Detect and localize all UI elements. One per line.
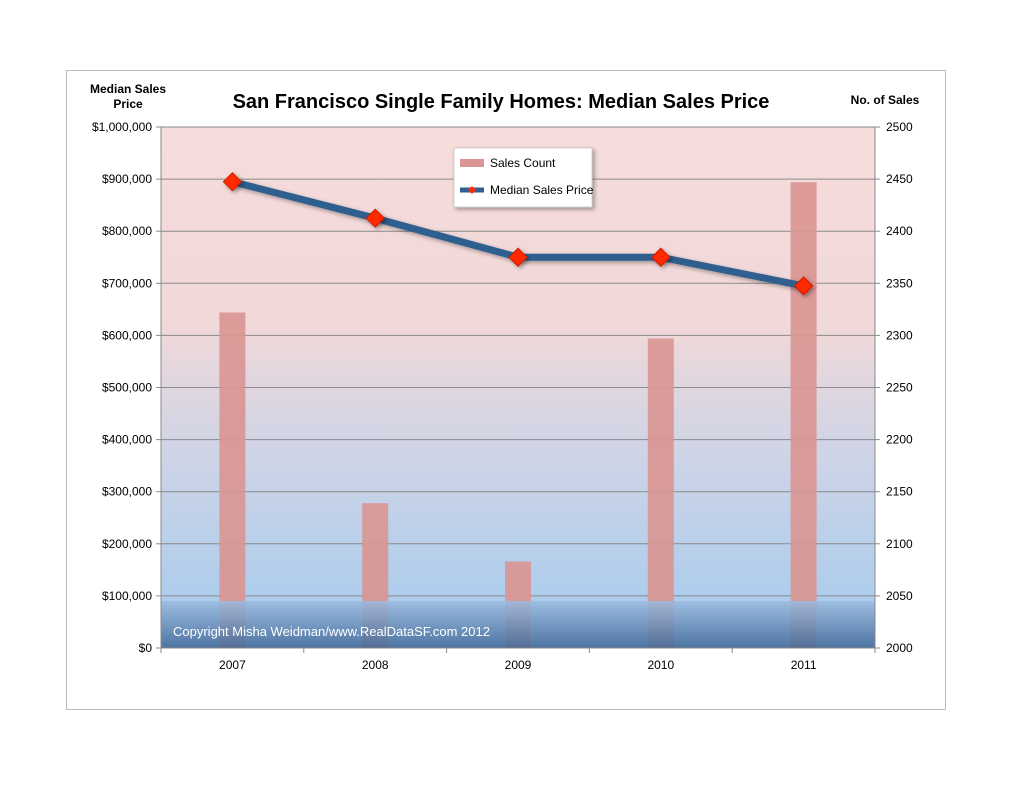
y-right-tick-label: 2400 (886, 224, 913, 238)
marker-median-price-2011[interactable] (793, 276, 814, 296)
y-right-tick-label: 2200 (886, 433, 913, 447)
legend-swatch-median-price-marker (468, 186, 476, 194)
y-left-tick-label: $500,000 (102, 381, 152, 395)
legend-label-sales-count: Sales Count (490, 156, 556, 170)
x-tick-label-2007: 2007 (219, 658, 246, 672)
copyright-band (161, 601, 875, 648)
y-left-tick-label: $1,000,000 (92, 120, 152, 134)
y-right-tick-label: 2150 (886, 485, 913, 499)
y-left-axis-title-line1: Median Sales (90, 82, 166, 96)
y-left-tick-label: $700,000 (102, 276, 152, 290)
y-right-tick-label: 2300 (886, 328, 913, 342)
marker-median-price-2010[interactable] (651, 247, 671, 267)
legend-swatch-sales-count (460, 159, 484, 167)
y-left-tick-label: $300,000 (102, 485, 152, 499)
y-right-tick-label: 2250 (886, 381, 913, 395)
y-left-tick-label: $100,000 (102, 589, 152, 603)
x-tick-label-2011: 2011 (791, 658, 817, 672)
y-right-tick-label: 2000 (886, 641, 913, 655)
y-left-tick-label: $400,000 (102, 433, 152, 447)
chart-frame: Copyright Misha Weidman/www.RealDataSF.c… (66, 70, 946, 710)
y-right-tick-label: 2500 (886, 120, 913, 134)
y-left-tick-label: $900,000 (102, 172, 152, 186)
y-left-tick-label: $800,000 (102, 224, 152, 238)
y-left-axis-title-line2: Price (113, 97, 143, 111)
y-left-tick-label: $0 (139, 641, 153, 655)
y-right-tick-label: 2350 (886, 276, 913, 290)
y-right-axis-title: No. of Sales (851, 93, 920, 107)
y-right-tick-label: 2050 (886, 589, 913, 603)
bar-sales-count-2011[interactable] (790, 182, 817, 648)
x-tick-label-2008: 2008 (362, 658, 389, 672)
bar-sales-count-2007[interactable] (219, 312, 246, 648)
copyright-text: Copyright Misha Weidman/www.RealDataSF.c… (173, 624, 490, 639)
legend-label-median-price: Median Sales Price (490, 183, 594, 197)
x-tick-label-2009: 2009 (505, 658, 532, 672)
y-right-tick-label: 2450 (886, 172, 913, 186)
marker-median-price-2007[interactable] (222, 171, 243, 192)
y-left-tick-label: $600,000 (102, 328, 152, 342)
chart-svg: Copyright Misha Weidman/www.RealDataSF.c… (90, 82, 920, 672)
legend-box (453, 147, 593, 208)
y-right-tick-label: 2100 (886, 537, 913, 551)
bar-sales-count-2010[interactable] (647, 338, 674, 648)
chart-title: San Francisco Single Family Homes: Media… (233, 91, 770, 113)
marker-median-price-2008[interactable] (365, 208, 385, 228)
y-left-tick-label: $200,000 (102, 537, 152, 551)
marker-median-price-2009[interactable] (508, 247, 528, 267)
x-tick-label-2010: 2010 (647, 658, 674, 672)
